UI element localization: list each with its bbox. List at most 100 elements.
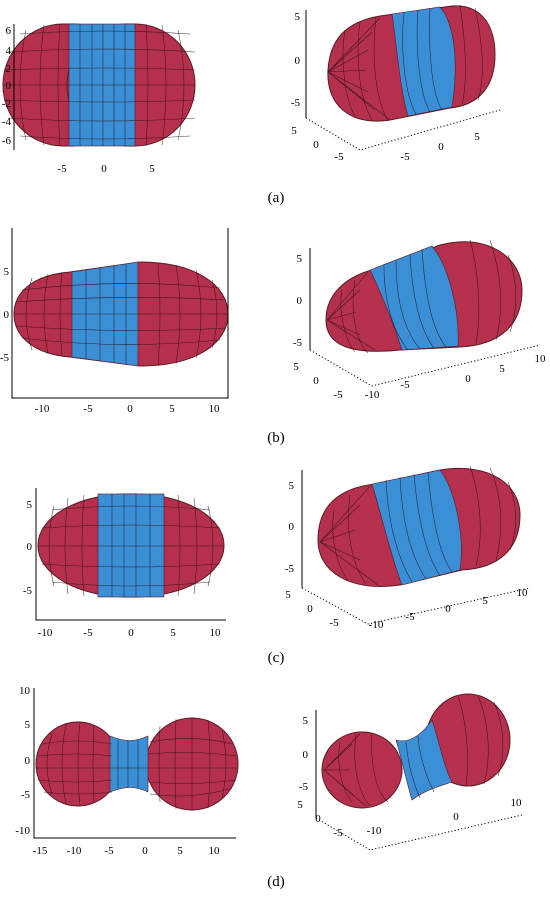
panel-b-flat-xtick: 10 xyxy=(209,403,221,415)
panel-d-iso-ztick: -5 xyxy=(299,781,309,793)
panel-d-iso-dtick: 0 xyxy=(315,813,321,825)
panel-d-iso-dtick: -5 xyxy=(333,827,343,839)
panel-c-iso-xtick: 5 xyxy=(482,595,488,607)
panel-a-flat-ytick: -4 xyxy=(2,116,12,128)
panel-d-iso-ztick: 0 xyxy=(303,749,309,761)
panel-c-flat-axes xyxy=(35,488,226,621)
panel-b-iso-dtick: 0 xyxy=(313,375,319,387)
panel-c-iso-xtick: -5 xyxy=(405,611,415,623)
panel-d-iso-left-lobe xyxy=(321,731,403,809)
panel-d-flat-mesh xyxy=(36,717,237,810)
panel-c-iso-dtick: 5 xyxy=(285,589,291,601)
panel-d-flat-ytick: 5 xyxy=(25,719,31,731)
panel-d-flat-xtick: 10 xyxy=(209,845,221,857)
panel-c-flat-view: 5 0 -5 -10 -5 0 5 10 xyxy=(23,488,226,639)
panel-a-flat-ytick: 4 xyxy=(6,45,12,57)
panel-a-flat-ytick: 2 xyxy=(6,63,12,75)
panel-d-flat-xtick: 5 xyxy=(177,845,183,857)
panel-d-iso-xtick: 10 xyxy=(511,797,523,809)
panel-a-iso-xtick: 5 xyxy=(474,131,480,143)
panel-a-flat-xtick: 5 xyxy=(149,163,155,175)
panel-b-flat-xtick: -5 xyxy=(83,403,93,415)
panel-d-flat-ytick: 10 xyxy=(19,685,31,697)
panel-b-iso-ztick: 5 xyxy=(297,253,303,265)
panel-c-flat-ytick: -5 xyxy=(23,585,33,597)
panel-d-iso-neck xyxy=(395,719,453,801)
panel-c-flat-xtick: -5 xyxy=(83,627,93,639)
panel-a-iso-xtick: 0 xyxy=(438,141,444,153)
panel-d: 10 5 0 -5 -10 -15 -10 -5 0 5 10 5 0 -5 xyxy=(15,685,523,890)
panel-c-flat-xtick: 0 xyxy=(128,627,134,639)
panel-c-iso-ztick: 0 xyxy=(289,521,295,533)
panel-b-flat-ytick: 0 xyxy=(4,309,10,321)
panel-d-flat-axes xyxy=(33,688,236,839)
panel-c-flat-xtick: 5 xyxy=(170,627,176,639)
panel-a: 6 4 2 0 -2 -4 -6 -5 0 5 5 0 -5 5 0 xyxy=(2,4,501,206)
panel-c-flat-ytick: 5 xyxy=(27,499,33,511)
panel-b-flat-mesh xyxy=(14,262,228,367)
panel-a-iso-mesh xyxy=(327,4,483,122)
panel-b-iso-xtick: -5 xyxy=(400,379,410,391)
panel-c-iso-ztick: -5 xyxy=(285,563,295,575)
panel-a-iso-dtick: 0 xyxy=(313,139,319,151)
panel-b-iso-xtick: 0 xyxy=(465,373,471,385)
panel-c-flat-tube xyxy=(97,493,165,598)
panel-b-iso-ztick: 0 xyxy=(297,295,303,307)
panel-d-iso-floor xyxy=(315,814,523,851)
panel-b-iso-dtick: 5 xyxy=(293,361,299,373)
panel-b-iso-xtick: 5 xyxy=(499,363,505,375)
panel-a-flat-mesh xyxy=(3,23,196,147)
panel-c-caption: (c) xyxy=(268,650,285,666)
panel-d-flat-xtick: -15 xyxy=(33,845,48,857)
panel-c: 5 0 -5 -10 -5 0 5 10 5 0 -5 5 0 -5 -10 - xyxy=(23,465,531,666)
panel-a-iso-view: 5 0 -5 5 0 -5 -5 0 5 xyxy=(291,4,501,163)
panel-c-iso-dtick: 0 xyxy=(307,603,313,615)
panel-c-iso-ztick: 5 xyxy=(289,480,295,492)
panel-c-iso-view: 5 0 -5 5 0 -5 -10 -5 0 5 10 xyxy=(285,465,531,631)
panel-c-flat-mesh xyxy=(38,494,224,597)
panel-c-iso-xtick: 0 xyxy=(445,603,451,615)
panel-b-flat-xtick: 5 xyxy=(169,403,175,415)
panel-b-flat-ytick: -5 xyxy=(0,352,9,364)
panel-d-flat-ytick: 0 xyxy=(25,755,31,767)
panel-a-flat-ytick: 0 xyxy=(6,80,12,92)
panel-d-flat-ytick: -5 xyxy=(21,789,31,801)
panel-d-flat-view: 10 5 0 -5 -10 -15 -10 -5 0 5 10 xyxy=(15,685,239,857)
panel-b-iso-tube xyxy=(369,245,459,351)
panel-d-iso-xtick: -10 xyxy=(367,825,382,837)
panel-c-iso-xtick: 10 xyxy=(517,587,529,599)
panel-d-flat-xtick: 0 xyxy=(142,845,148,857)
panel-b-iso-dtick: -5 xyxy=(333,389,343,401)
panel-c-iso-tube xyxy=(371,469,462,586)
panel-d-flat-xtick: -10 xyxy=(67,845,82,857)
panel-a-iso-dtick: 5 xyxy=(291,125,297,137)
panel-c-flat-ytick: 0 xyxy=(27,541,33,553)
panel-c-iso-dtick: -5 xyxy=(329,617,339,629)
panel-d-flat-neck xyxy=(109,735,149,793)
panel-d-iso-view: 5 0 -5 5 0 -5 -10 0 10 xyxy=(297,693,523,851)
panel-a-iso-ztick: 5 xyxy=(295,11,301,23)
panel-c-iso-xtick: -10 xyxy=(369,619,384,631)
panel-a-flat-view: 6 4 2 0 -2 -4 -6 -5 0 5 xyxy=(2,23,196,175)
panel-a-flat-ytick: 6 xyxy=(6,25,12,37)
panel-b-iso-mesh xyxy=(326,239,517,354)
panel-d-iso-mesh xyxy=(323,695,504,807)
panel-d-flat-xtick: -5 xyxy=(104,845,114,857)
panel-b-flat-axes xyxy=(11,228,229,399)
panel-b-iso-xtick: 10 xyxy=(535,353,547,365)
panel-a-iso-tube xyxy=(391,6,456,117)
panel-b-iso-view: 5 0 -5 5 0 -5 -10 -5 0 5 10 xyxy=(293,239,547,401)
panel-a-iso-ztick: 0 xyxy=(295,55,301,67)
panel-c-flat-xtick: -10 xyxy=(38,627,53,639)
panel-a-iso-dtick: -5 xyxy=(334,151,344,163)
panel-d-caption: (d) xyxy=(267,874,285,890)
panel-a-caption: (a) xyxy=(268,190,285,206)
panel-d-flat-ytick: -10 xyxy=(15,825,30,837)
panel-c-iso-mesh xyxy=(319,465,517,586)
panel-b-caption: (b) xyxy=(267,430,285,446)
panel-a-iso-ztick: -5 xyxy=(291,97,301,109)
panel-d-iso-ztick: 5 xyxy=(303,715,309,727)
panel-b-iso-ztick: -5 xyxy=(293,337,303,349)
panel-c-flat-xtick: 10 xyxy=(210,627,222,639)
